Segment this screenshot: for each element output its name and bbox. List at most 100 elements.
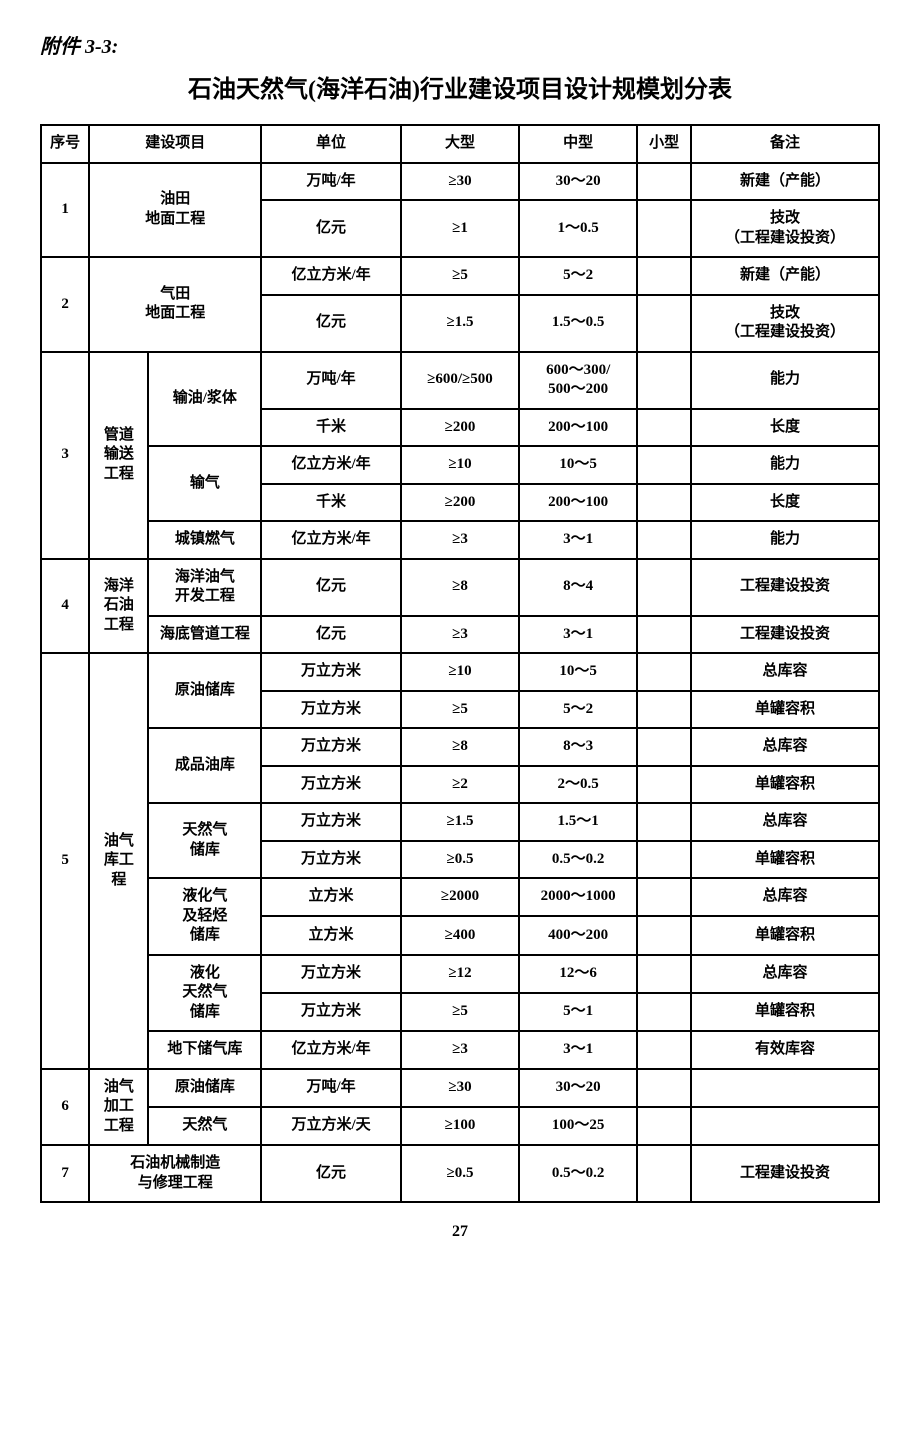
cell-large: ≥200 xyxy=(401,409,519,447)
cell-medium: 0.5～0.2 xyxy=(519,1145,637,1202)
cell-subcategory: 输油/浆体 xyxy=(148,352,261,447)
cell-small xyxy=(637,1145,691,1202)
table-row: 天然气 万立方米/天 ≥100 100～25 xyxy=(41,1107,879,1145)
cell-remark: 总库容 xyxy=(691,728,879,766)
header-project: 建设项目 xyxy=(89,125,261,163)
cell-medium: 8～4 xyxy=(519,559,637,616)
classification-table: 序号 建设项目 单位 大型 中型 小型 备注 1 油田地面工程 万吨/年 ≥30… xyxy=(40,124,880,1203)
cell-project: 气田地面工程 xyxy=(89,257,261,352)
cell-unit: 立方米 xyxy=(261,916,401,954)
cell-subcategory: 液化天然气储库 xyxy=(148,955,261,1032)
cell-subcategory: 原油储库 xyxy=(148,653,261,728)
header-large: 大型 xyxy=(401,125,519,163)
cell-remark: 单罐容积 xyxy=(691,916,879,954)
cell-large: ≥30 xyxy=(401,1069,519,1107)
table-row: 液化气及轻烃储库 立方米 ≥2000 2000～1000 总库容 xyxy=(41,878,879,916)
cell-subcategory: 海洋油气开发工程 xyxy=(148,559,261,616)
cell-subcategory: 天然气储库 xyxy=(148,803,261,878)
cell-large: ≥2000 xyxy=(401,878,519,916)
cell-index: 2 xyxy=(41,257,89,352)
cell-remark: 技改（工程建设投资） xyxy=(691,200,879,257)
cell-large: ≥0.5 xyxy=(401,841,519,879)
header-index: 序号 xyxy=(41,125,89,163)
cell-small xyxy=(637,728,691,766)
cell-remark: 工程建设投资 xyxy=(691,616,879,654)
cell-small xyxy=(637,484,691,522)
header-medium: 中型 xyxy=(519,125,637,163)
cell-index: 6 xyxy=(41,1069,89,1146)
cell-large: ≥2 xyxy=(401,766,519,804)
cell-unit: 万立方米 xyxy=(261,993,401,1031)
cell-large: ≥3 xyxy=(401,521,519,559)
cell-unit: 亿立方米/年 xyxy=(261,257,401,295)
cell-small xyxy=(637,200,691,257)
cell-medium: 400～200 xyxy=(519,916,637,954)
cell-remark: 能力 xyxy=(691,352,879,409)
cell-unit: 万立方米 xyxy=(261,803,401,841)
cell-medium: 0.5～0.2 xyxy=(519,841,637,879)
cell-unit: 亿元 xyxy=(261,559,401,616)
cell-medium: 200～100 xyxy=(519,409,637,447)
cell-subcategory: 成品油库 xyxy=(148,728,261,803)
cell-remark: 能力 xyxy=(691,446,879,484)
cell-large: ≥12 xyxy=(401,955,519,993)
cell-large: ≥10 xyxy=(401,446,519,484)
cell-small xyxy=(637,955,691,993)
cell-medium: 3～1 xyxy=(519,616,637,654)
cell-category: 管道输送工程 xyxy=(89,352,148,559)
cell-large: ≥10 xyxy=(401,653,519,691)
cell-remark: 新建（产能） xyxy=(691,163,879,201)
cell-unit: 万吨/年 xyxy=(261,1069,401,1107)
cell-small xyxy=(637,1107,691,1145)
table-row: 2 气田地面工程 亿立方米/年 ≥5 5～2 新建（产能） xyxy=(41,257,879,295)
cell-small xyxy=(637,916,691,954)
cell-index: 1 xyxy=(41,163,89,258)
cell-unit: 亿元 xyxy=(261,295,401,352)
cell-remark: 总库容 xyxy=(691,653,879,691)
cell-medium: 8～3 xyxy=(519,728,637,766)
table-row: 7 石油机械制造与修理工程 亿元 ≥0.5 0.5～0.2 工程建设投资 xyxy=(41,1145,879,1202)
cell-small xyxy=(637,1031,691,1069)
cell-small xyxy=(637,691,691,729)
cell-medium: 200～100 xyxy=(519,484,637,522)
cell-unit: 万立方米 xyxy=(261,841,401,879)
cell-large: ≥1.5 xyxy=(401,803,519,841)
cell-large: ≥400 xyxy=(401,916,519,954)
cell-small xyxy=(637,163,691,201)
cell-medium: 5～1 xyxy=(519,993,637,1031)
cell-project: 油田地面工程 xyxy=(89,163,261,258)
cell-medium: 10～5 xyxy=(519,446,637,484)
table-row: 液化天然气储库 万立方米 ≥12 12～6 总库容 xyxy=(41,955,879,993)
cell-small xyxy=(637,766,691,804)
cell-large: ≥3 xyxy=(401,1031,519,1069)
cell-remark: 能力 xyxy=(691,521,879,559)
cell-large: ≥1 xyxy=(401,200,519,257)
cell-unit: 亿元 xyxy=(261,200,401,257)
cell-small xyxy=(637,409,691,447)
table-row: 城镇燃气 亿立方米/年 ≥3 3～1 能力 xyxy=(41,521,879,559)
cell-medium: 12～6 xyxy=(519,955,637,993)
table-header-row: 序号 建设项目 单位 大型 中型 小型 备注 xyxy=(41,125,879,163)
cell-remark: 总库容 xyxy=(691,878,879,916)
page-number: 27 xyxy=(40,1223,880,1241)
cell-large: ≥200 xyxy=(401,484,519,522)
page-title: 石油天然气(海洋石油)行业建设项目设计规模划分表 xyxy=(40,69,880,104)
cell-remark: 总库容 xyxy=(691,803,879,841)
cell-index: 7 xyxy=(41,1145,89,1202)
cell-subcategory: 地下储气库 xyxy=(148,1031,261,1069)
cell-small xyxy=(637,653,691,691)
cell-small xyxy=(637,559,691,616)
cell-large: ≥0.5 xyxy=(401,1145,519,1202)
table-row: 地下储气库 亿立方米/年 ≥3 3～1 有效库容 xyxy=(41,1031,879,1069)
cell-medium: 1～0.5 xyxy=(519,200,637,257)
cell-remark: 技改（工程建设投资） xyxy=(691,295,879,352)
cell-small xyxy=(637,257,691,295)
table-row: 1 油田地面工程 万吨/年 ≥30 30～20 新建（产能） xyxy=(41,163,879,201)
cell-unit: 万立方米/天 xyxy=(261,1107,401,1145)
cell-category: 油气加工工程 xyxy=(89,1069,148,1146)
cell-large: ≥1.5 xyxy=(401,295,519,352)
cell-large: ≥100 xyxy=(401,1107,519,1145)
cell-unit: 千米 xyxy=(261,484,401,522)
cell-large: ≥5 xyxy=(401,993,519,1031)
cell-remark: 长度 xyxy=(691,409,879,447)
